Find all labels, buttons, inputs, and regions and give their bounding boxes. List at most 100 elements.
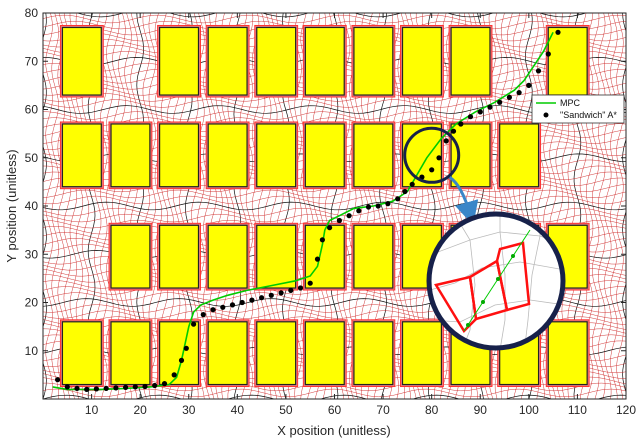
obstacle: [450, 26, 491, 96]
astar-point: [395, 196, 401, 202]
astar-point: [385, 201, 391, 207]
obstacle: [256, 123, 297, 188]
astar-point: [178, 357, 185, 363]
mesh-line: [51, 13, 59, 399]
x-tick-label: 70: [376, 403, 390, 417]
astar-point: [336, 217, 342, 224]
astar-point: [93, 386, 99, 392]
obstacle: [110, 123, 151, 188]
obstacle: [547, 321, 588, 386]
astar-point: [74, 385, 80, 391]
axis-ticks: 10 20 30 40 50 60 70 80 90 100 110 120 10 20 30 40 50 60 7…: [25, 6, 637, 417]
astar-point: [506, 94, 512, 100]
astar-point: [467, 114, 474, 120]
astar-point: [450, 128, 457, 134]
obstacle: [401, 26, 442, 96]
zoom-inset-background: [429, 214, 563, 348]
zoom-callout: [403, 126, 566, 351]
astar-point: [297, 285, 304, 291]
mesh-line: [622, 13, 626, 394]
mesh-line: [43, 189, 626, 199]
mesh-line: [43, 117, 626, 126]
obstacle: [450, 123, 491, 188]
mesh-line: [43, 13, 47, 399]
x-tick-label: 30: [182, 403, 196, 417]
obstacle: [499, 123, 540, 188]
astar-point: [249, 297, 255, 303]
obstacle: [207, 321, 248, 386]
astar-point: [132, 384, 138, 390]
y-tick-label: 30: [25, 247, 39, 261]
astar-point: [555, 29, 561, 35]
astar-point: [487, 104, 493, 110]
astar-point: [64, 384, 70, 390]
astar-point: [314, 256, 321, 262]
y-tick-label: 10: [25, 344, 39, 358]
y-tick-label: 20: [25, 296, 39, 310]
astar-point: [545, 51, 551, 57]
obstacle: [304, 26, 345, 96]
astar-point: [375, 203, 381, 209]
x-tick-label: 110: [568, 403, 587, 417]
obstacle: [207, 123, 248, 188]
astar-point: [526, 82, 532, 88]
obstacle: [61, 26, 102, 96]
x-tick-label: 80: [425, 403, 439, 417]
zoom-inset-cells: [434, 241, 531, 334]
mesh-line: [604, 13, 612, 399]
y-tick-label: 80: [25, 6, 39, 20]
astar-point: [436, 155, 442, 161]
astar-point: [220, 304, 226, 310]
mesh-line: [537, 13, 545, 399]
astar-point: [356, 208, 362, 214]
mesh-line: [43, 207, 626, 217]
mesh-line: [43, 201, 626, 211]
astar-point: [161, 381, 168, 387]
zoom-inset: [426, 211, 566, 351]
obstacle: [61, 321, 102, 386]
astar-point: [55, 377, 61, 383]
legend-astar-label: "Sandwich" A*: [560, 110, 617, 120]
astar-point: [113, 385, 119, 391]
zoom-source-circle: [403, 126, 461, 184]
mesh-line: [43, 195, 626, 205]
x-tick-label: 120: [616, 403, 636, 417]
astar-point: [288, 287, 294, 293]
obstacle: [256, 26, 297, 96]
series-line-mpc: [52, 31, 554, 391]
obstacle: [353, 321, 394, 386]
x-axis-label: X position (unitless): [277, 423, 390, 438]
astar-point: [142, 383, 148, 390]
zoom-inset-border: [426, 211, 566, 351]
mesh-line: [43, 105, 626, 114]
astar-point: [239, 299, 245, 306]
mesh-line: [616, 13, 624, 399]
obstacle: [159, 26, 200, 96]
mesh-line: [43, 99, 626, 108]
mesh-line: [43, 111, 626, 120]
obstacle: [547, 26, 588, 96]
mesh-line: [43, 388, 626, 398]
astar-point: [429, 167, 435, 173]
obstacle: [304, 321, 345, 386]
astar-point: [200, 312, 206, 318]
astar-point: [103, 385, 109, 391]
astar-point: [171, 372, 177, 378]
obstacle: [207, 26, 248, 96]
obstacle: [159, 321, 200, 386]
x-tick-label: 60: [328, 403, 342, 417]
y-tick-label: 70: [25, 54, 39, 68]
obstacle: [110, 224, 151, 289]
obstacle: [304, 123, 345, 188]
astar-point: [346, 213, 352, 219]
astar-point: [210, 307, 216, 313]
obstacle: [207, 224, 248, 289]
astar-point: [183, 345, 189, 351]
astar-point: [327, 225, 333, 231]
astar-point: [458, 121, 464, 127]
astar-point: [319, 237, 325, 243]
obstacle: [159, 123, 200, 188]
obstacle: [159, 224, 200, 289]
astar-point: [365, 204, 372, 210]
